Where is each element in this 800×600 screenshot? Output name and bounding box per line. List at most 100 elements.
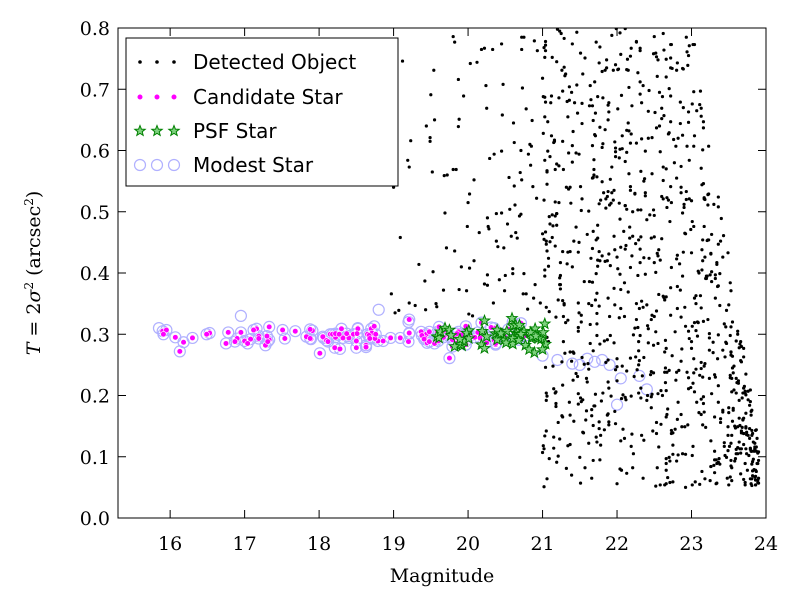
detected-object-point bbox=[756, 458, 761, 463]
detected-object-point bbox=[639, 208, 643, 212]
detected-object-point bbox=[580, 355, 584, 360]
detected-object-point bbox=[502, 246, 506, 250]
detected-object-point bbox=[672, 137, 676, 142]
x-tick-label: 23 bbox=[679, 533, 703, 555]
detected-object-point bbox=[715, 461, 719, 466]
detected-object-point bbox=[656, 392, 660, 396]
detected-object-point bbox=[561, 340, 566, 344]
detected-object-point bbox=[727, 444, 732, 448]
detected-object-point bbox=[678, 121, 682, 126]
detected-object-point bbox=[711, 340, 715, 344]
candidate-star-point bbox=[353, 337, 360, 345]
detected-object-point bbox=[552, 446, 556, 450]
detected-object-point bbox=[743, 389, 747, 393]
detected-object-point bbox=[689, 199, 694, 203]
detected-object-point bbox=[587, 104, 592, 108]
candidate-star-point bbox=[343, 330, 350, 337]
detected-object-point bbox=[588, 83, 592, 88]
detected-object-point bbox=[424, 308, 428, 312]
psf-star-point bbox=[514, 327, 528, 340]
detected-object-point bbox=[687, 44, 691, 48]
detected-object-point bbox=[707, 376, 711, 380]
detected-object-point bbox=[623, 28, 627, 31]
candidate-star-point bbox=[405, 338, 412, 345]
detected-object-point bbox=[718, 417, 723, 421]
detected-object-point bbox=[683, 452, 688, 456]
detected-object-point bbox=[740, 425, 744, 429]
detected-object-point bbox=[649, 236, 653, 240]
detected-object-point bbox=[642, 179, 646, 183]
detected-object-point bbox=[701, 375, 705, 379]
detected-object-point bbox=[466, 200, 470, 205]
detected-object-point bbox=[570, 42, 574, 46]
detected-object-point bbox=[592, 173, 596, 177]
detected-object-point bbox=[723, 355, 727, 359]
detected-object-point bbox=[742, 346, 746, 350]
detected-object-point bbox=[602, 191, 606, 195]
detected-object-point bbox=[754, 469, 758, 474]
y-tick-label: 0.7 bbox=[80, 79, 110, 101]
detected-object-point bbox=[484, 83, 488, 88]
detected-object-point bbox=[702, 364, 706, 368]
detected-object-point bbox=[551, 224, 555, 228]
detected-object-point bbox=[545, 394, 549, 398]
detected-object-point bbox=[574, 371, 578, 376]
detected-object-point bbox=[501, 82, 505, 86]
detected-object-point bbox=[590, 144, 595, 148]
detected-object-point bbox=[650, 172, 654, 176]
detected-object-point bbox=[642, 256, 646, 260]
detected-object-point bbox=[518, 170, 522, 175]
y-tick-label: 0.0 bbox=[80, 508, 110, 530]
detected-object-point bbox=[645, 398, 649, 402]
candidate-star-point bbox=[421, 336, 428, 343]
detected-object-point bbox=[641, 476, 645, 480]
detected-object-point bbox=[619, 396, 624, 401]
candidate-star-point bbox=[397, 334, 404, 342]
detected-object-point bbox=[668, 219, 672, 224]
legend-marker bbox=[167, 124, 181, 137]
detected-object-point bbox=[581, 430, 585, 434]
candidate-star-point bbox=[225, 329, 232, 336]
detected-object-point bbox=[654, 420, 659, 425]
detected-object-point bbox=[739, 340, 743, 344]
legend: Detected Object Candidate Star PSF Star Mod… bbox=[125, 37, 399, 187]
detected-object-point bbox=[677, 368, 681, 372]
detected-object-point bbox=[559, 31, 563, 36]
detected-object-point bbox=[649, 395, 653, 399]
detected-object-point bbox=[692, 144, 696, 148]
detected-object-point bbox=[543, 268, 547, 272]
detected-object-point bbox=[715, 262, 719, 267]
detected-object-point bbox=[728, 281, 732, 285]
detected-object-point bbox=[640, 299, 644, 303]
detected-object-point bbox=[564, 466, 568, 470]
candidate-star-point bbox=[263, 332, 271, 340]
detected-object-point bbox=[749, 413, 753, 417]
detected-object-point bbox=[694, 367, 698, 371]
detected-object-point bbox=[630, 104, 634, 108]
detected-object-point bbox=[639, 396, 643, 400]
candidate-star-point bbox=[160, 331, 167, 338]
detected-object-point bbox=[649, 317, 653, 322]
detected-object-point bbox=[689, 227, 693, 232]
detected-object-point bbox=[669, 66, 673, 70]
detected-object-point bbox=[637, 363, 641, 367]
detected-object-point bbox=[598, 45, 602, 49]
detected-object-point bbox=[699, 397, 703, 401]
detected-object-point bbox=[619, 245, 623, 249]
detected-object-point bbox=[756, 451, 760, 455]
detected-object-point bbox=[680, 211, 685, 215]
detected-object-point bbox=[699, 412, 703, 417]
detected-object-point bbox=[584, 376, 589, 380]
detected-object-point bbox=[656, 254, 660, 258]
detected-object-point bbox=[587, 367, 591, 371]
legend-marker bbox=[172, 60, 176, 64]
detected-object-point bbox=[685, 144, 689, 148]
detected-object-point bbox=[733, 426, 738, 430]
modest-star-point bbox=[263, 320, 276, 333]
detected-object-point bbox=[683, 232, 688, 236]
detected-object-point bbox=[745, 468, 749, 472]
detected-object-point bbox=[704, 425, 708, 429]
detected-object-point bbox=[575, 374, 580, 379]
detected-object-point bbox=[590, 104, 595, 108]
detected-object-point bbox=[727, 406, 731, 410]
